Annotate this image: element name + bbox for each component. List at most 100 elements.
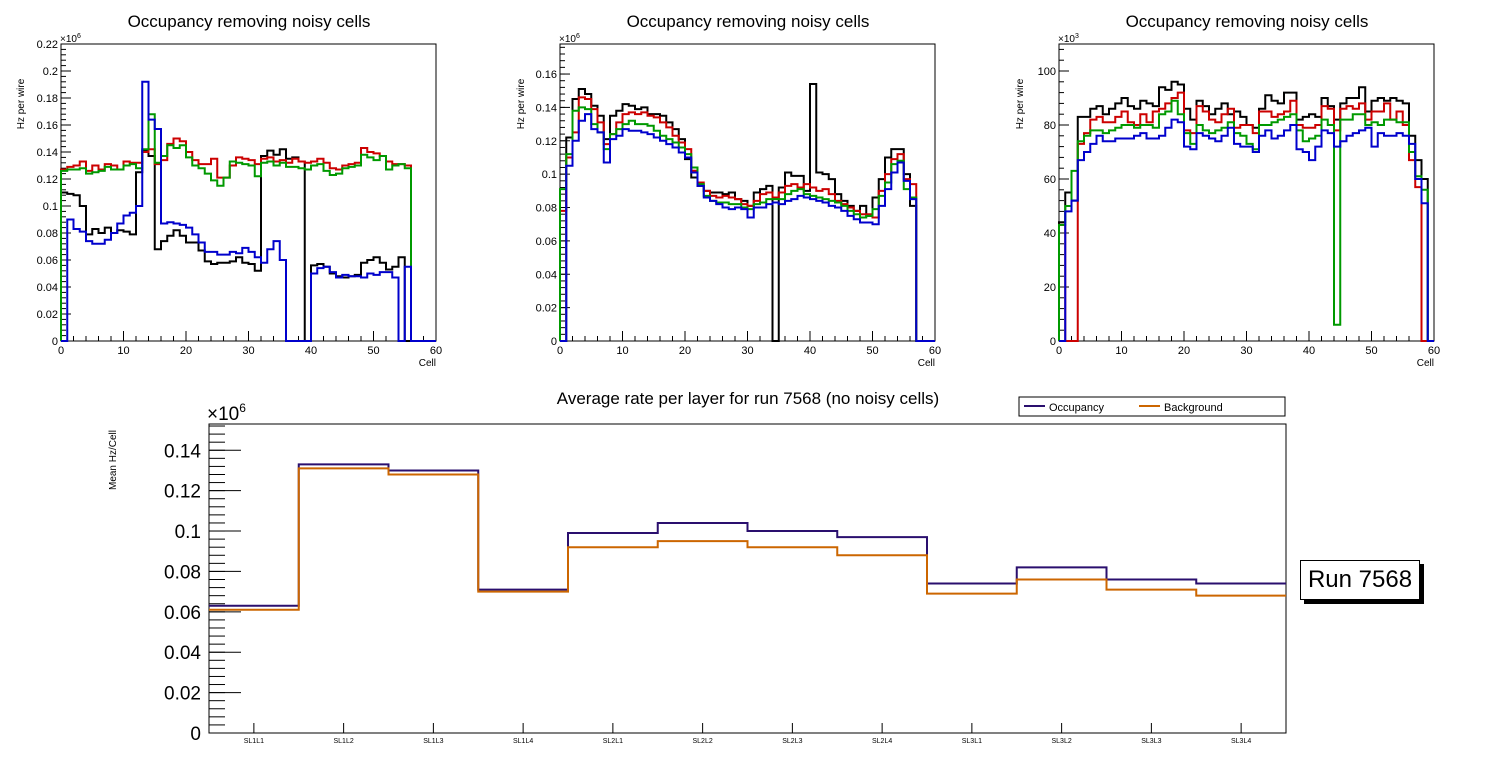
x-axis-label: Cell (1417, 358, 1434, 369)
y-tick-label: 0.12 (164, 482, 201, 503)
x-category-label: SL1L3 (423, 738, 443, 745)
y-tick-label: 0.14 (536, 102, 557, 114)
series-layer-2 (559, 96, 935, 342)
x-tick-label: 30 (1240, 345, 1252, 357)
y-tick-label: 0.08 (164, 562, 201, 583)
y-tick-label: 0.18 (37, 93, 58, 105)
panel-3: Occupancy removing noisy cells 0 20 40 60 80 1… (1015, 12, 1440, 369)
plot-frame (208, 423, 1287, 734)
x-category-label: SL2L2 (693, 738, 713, 745)
y-axis-exponent: ×103 (1058, 33, 1079, 45)
y-tick-label: 0.12 (536, 136, 557, 148)
y-tick-label: 0.16 (37, 120, 58, 132)
y-tick-label: 0.1 (542, 169, 557, 181)
x-category-label: SL2L3 (782, 738, 802, 745)
y-tick-label: 0 (1050, 336, 1056, 348)
y-tick-label: 0.02 (536, 303, 557, 315)
x-tick-label: 0 (557, 345, 563, 357)
x-tick-label: 10 (1115, 345, 1127, 357)
legend-label-occupancy: Occupancy (1049, 402, 1105, 414)
y-tick-label: 20 (1044, 282, 1056, 294)
series-layer-1 (1058, 80, 1434, 342)
y-tick-label: 0.04 (37, 282, 58, 294)
x-category-label: SL3L3 (1141, 738, 1161, 745)
x-tick-label: 60 (430, 345, 442, 357)
x-tick-label: 10 (616, 345, 628, 357)
y-tick-label: 0.04 (164, 643, 201, 664)
bottom-chart: Average rate per layer for run 7568 (no … (108, 389, 1287, 745)
series-layer-3 (1058, 99, 1434, 342)
y-tick-label: 0.14 (37, 147, 58, 159)
y-tick-label: 0.14 (164, 441, 201, 462)
x-category-label: SL2L1 (603, 738, 623, 745)
y-tick-label: 0.2 (43, 66, 58, 78)
run-label-box: Run 7568 (1300, 560, 1420, 600)
x-tick-label: 60 (1428, 345, 1440, 357)
x-tick-label: 30 (242, 345, 254, 357)
x-tick-label: 0 (58, 345, 64, 357)
x-category-label: SL3L4 (1231, 738, 1251, 745)
y-tick-label: 0.08 (37, 228, 58, 240)
x-tick-label: 20 (1178, 345, 1190, 357)
x-tick-label: 50 (367, 345, 379, 357)
panel-title: Occupancy removing noisy cells (1126, 12, 1369, 31)
x-tick-label: 20 (679, 345, 691, 357)
x-category-label: SL1L2 (334, 738, 354, 745)
y-tick-label: 0.02 (37, 309, 58, 321)
x-category-label: SL3L2 (1052, 738, 1072, 745)
x-tick-label: 30 (741, 345, 753, 357)
x-tick-label: 50 (1365, 345, 1377, 357)
run-label: Run 7568 (1307, 566, 1413, 593)
x-category-label: SL2L4 (872, 738, 892, 745)
y-tick-label: 0 (551, 336, 557, 348)
panel-title: Occupancy removing noisy cells (128, 12, 371, 31)
y-tick-label: 0.02 (164, 684, 201, 705)
panel-1: Occupancy removing noisy cells 0 0.02 0.04 0… (16, 12, 442, 369)
series-background (209, 467, 1286, 611)
y-tick-label: 0.22 (37, 39, 58, 51)
y-axis-exponent: ×106 (207, 401, 246, 425)
x-axis-label: Cell (419, 358, 436, 369)
y-tick-label: 100 (1038, 66, 1056, 78)
y-tick-label: 0.1 (43, 201, 58, 213)
plot-frame (60, 43, 437, 342)
x-tick-label: 0 (1056, 345, 1062, 357)
series-layer-4 (61, 80, 436, 342)
x-tick-label: 20 (180, 345, 192, 357)
series-layer-4 (560, 113, 935, 342)
y-axis-label: Hz per wire (16, 78, 27, 129)
series-layer-4 (1059, 118, 1434, 342)
x-axis-label: Cell (918, 358, 935, 369)
y-tick-label: 0.16 (536, 69, 557, 81)
x-tick-label: 40 (305, 345, 317, 357)
series-layer-1 (560, 83, 935, 342)
legend-label-background: Background (1164, 402, 1223, 414)
series-layer-3 (60, 113, 436, 342)
series-layer-3 (559, 106, 935, 342)
x-category-label: SL1L1 (244, 738, 264, 745)
chart-title: Average rate per layer for run 7568 (no … (557, 389, 939, 408)
y-tick-label: 0 (52, 336, 58, 348)
y-tick-label: 0.06 (37, 255, 58, 267)
y-tick-label: 40 (1044, 228, 1056, 240)
y-tick-label: 0.06 (536, 236, 557, 248)
panel-title: Occupancy removing noisy cells (627, 12, 870, 31)
y-tick-label: 60 (1044, 174, 1056, 186)
panel-2: Occupancy removing noisy cells 0 0.02 0.04 0… (516, 12, 941, 369)
y-tick-label: 0.06 (164, 603, 201, 624)
plot-frame (1058, 43, 1435, 342)
x-category-label: SL3L1 (962, 738, 982, 745)
x-tick-label: 40 (1303, 345, 1315, 357)
x-tick-label: 60 (929, 345, 941, 357)
legend: Occupancy Background (1018, 396, 1286, 417)
series-layer-2 (1058, 91, 1434, 342)
x-tick-label: 10 (117, 345, 129, 357)
x-tick-label: 40 (804, 345, 816, 357)
y-axis-exponent: ×106 (60, 33, 81, 45)
series-occupancy (209, 463, 1286, 607)
y-tick-label: 0.04 (536, 269, 557, 281)
x-category-label: SL1L4 (513, 738, 533, 745)
y-axis-exponent: ×106 (559, 33, 580, 45)
y-tick-label: 0 (190, 724, 201, 745)
